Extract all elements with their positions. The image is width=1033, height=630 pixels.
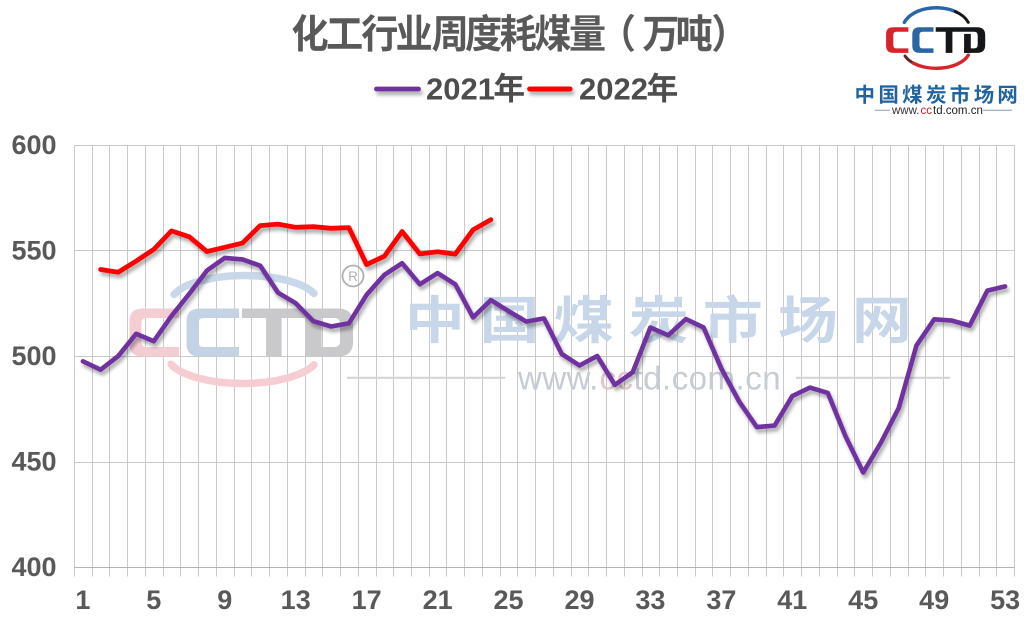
svg-text:R: R [348, 269, 358, 284]
svg-text:td.com.cn: td.com.cn [933, 105, 983, 117]
svg-text:cc: cc [921, 105, 933, 117]
svg-text:www.: www. [517, 360, 599, 397]
svg-text:450: 450 [11, 446, 56, 476]
svg-text:td.com.cn: td.com.cn [634, 360, 782, 397]
svg-text:2022: 2022 [579, 72, 648, 107]
svg-text:600: 600 [11, 130, 56, 160]
svg-text:5: 5 [146, 585, 161, 615]
svg-text:www.: www. [891, 105, 919, 117]
svg-text:400: 400 [11, 552, 56, 582]
svg-text:29: 29 [564, 585, 594, 615]
svg-text:21: 21 [423, 585, 453, 615]
svg-text:33: 33 [635, 585, 665, 615]
svg-text:1: 1 [75, 585, 90, 615]
svg-text:2021: 2021 [426, 72, 495, 107]
svg-text:37: 37 [706, 585, 736, 615]
svg-text:49: 49 [919, 585, 949, 615]
svg-text:9: 9 [217, 585, 232, 615]
svg-text:53: 53 [990, 585, 1020, 615]
svg-text:500: 500 [11, 341, 56, 371]
svg-text:45: 45 [848, 585, 878, 615]
svg-text:13: 13 [281, 585, 311, 615]
svg-text:17: 17 [352, 585, 382, 615]
svg-text:550: 550 [11, 235, 56, 265]
svg-text:25: 25 [493, 585, 523, 615]
svg-text:41: 41 [777, 585, 807, 615]
